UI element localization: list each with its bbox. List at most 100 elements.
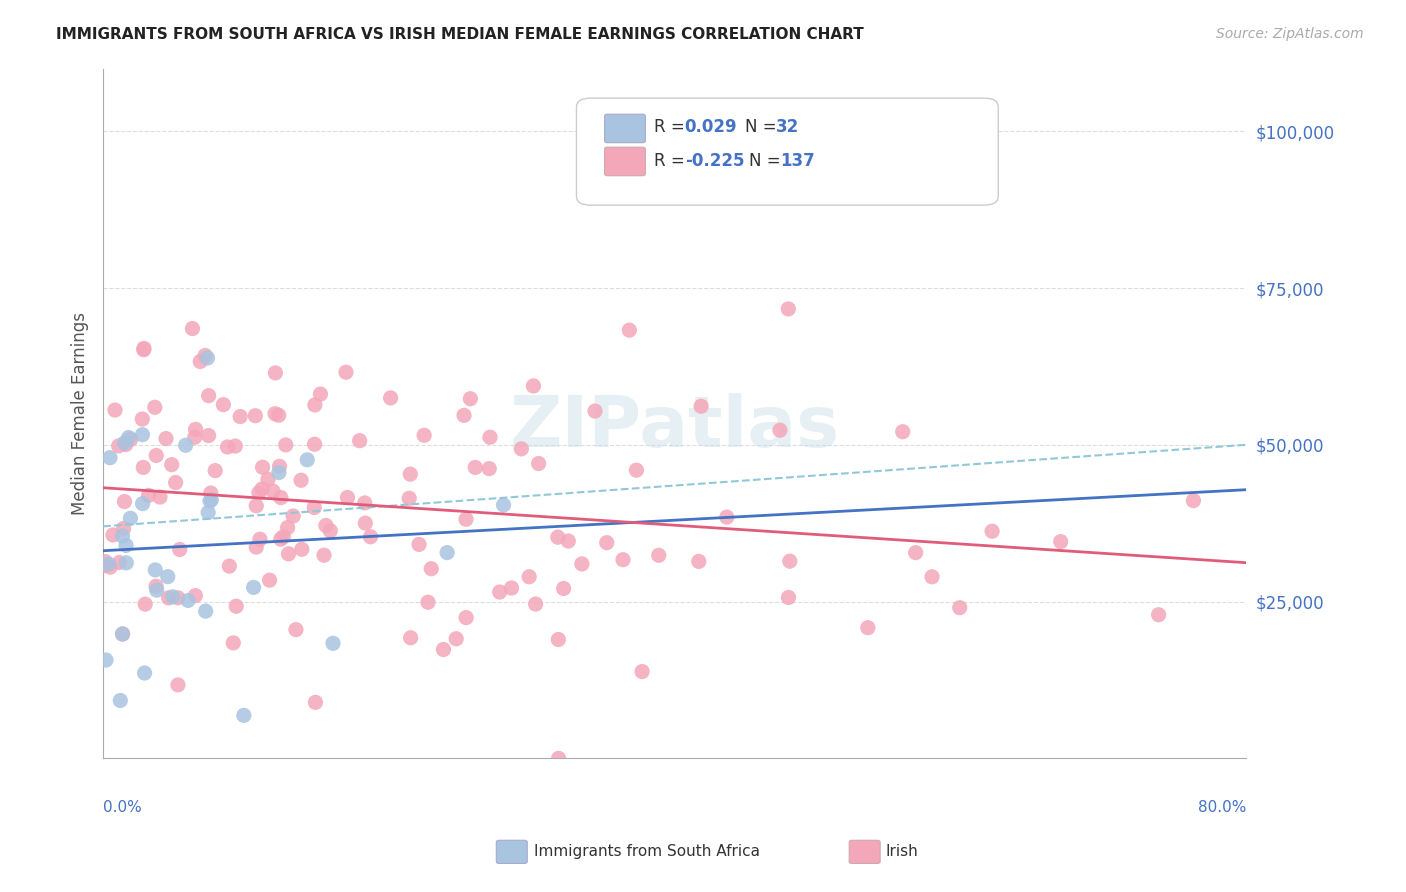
Point [157, 591, 180, 605]
Text: 0.0%: 0.0% [103, 800, 142, 814]
Point [349, 434, 371, 448]
Point [177, 593, 200, 607]
Point [132, 342, 155, 356]
Point [132, 460, 155, 475]
Point [222, 636, 245, 650]
Point [319, 524, 342, 538]
Point [245, 499, 267, 513]
Text: Source: ZipAtlas.com: Source: ZipAtlas.com [1216, 27, 1364, 41]
Point [315, 518, 337, 533]
Point [267, 466, 290, 480]
Point [94, 653, 117, 667]
Point [420, 562, 443, 576]
Point [111, 627, 134, 641]
Point [194, 348, 217, 362]
Point [117, 431, 139, 445]
Point [200, 486, 222, 500]
Text: Immigrants from South Africa: Immigrants from South Africa [534, 845, 761, 859]
Point [432, 642, 454, 657]
Point [181, 321, 204, 335]
Point [309, 387, 332, 401]
Point [160, 458, 183, 472]
Point [183, 430, 205, 444]
Point [204, 464, 226, 478]
Point [165, 475, 187, 490]
Point [270, 532, 292, 546]
Text: R =: R = [654, 118, 690, 136]
Text: ZIPatlas: ZIPatlas [509, 392, 839, 462]
Point [242, 581, 264, 595]
Point [501, 581, 523, 595]
Point [120, 511, 142, 525]
Point [188, 354, 211, 368]
Point [778, 591, 800, 605]
Point [312, 548, 335, 562]
Point [464, 460, 486, 475]
Point [94, 555, 117, 569]
Point [197, 351, 219, 365]
Point [583, 404, 606, 418]
Point [619, 323, 641, 337]
Point [271, 530, 294, 544]
Point [290, 473, 312, 487]
Point [149, 490, 172, 504]
Point [250, 482, 273, 496]
Point [453, 409, 475, 423]
Point [257, 472, 280, 486]
Point [197, 506, 219, 520]
Point [197, 389, 219, 403]
Point [527, 457, 550, 471]
Point [524, 597, 547, 611]
Point [522, 379, 544, 393]
Point [110, 693, 132, 707]
Point [98, 450, 121, 465]
Point [547, 530, 569, 544]
Point [101, 528, 124, 542]
Text: N =: N = [749, 152, 786, 169]
Point [949, 600, 972, 615]
Point [304, 695, 326, 709]
Point [981, 524, 1004, 539]
Text: IMMIGRANTS FROM SOUTH AFRICA VS IRISH MEDIAN FEMALE EARNINGS CORRELATION CHART: IMMIGRANTS FROM SOUTH AFRICA VS IRISH ME… [56, 27, 865, 42]
Point [131, 412, 153, 426]
Point [162, 590, 184, 604]
Point [631, 665, 654, 679]
Point [769, 423, 792, 437]
Point [335, 365, 357, 379]
Point [626, 463, 648, 477]
Point [114, 437, 136, 451]
Point [336, 491, 359, 505]
Point [460, 392, 482, 406]
Point [360, 530, 382, 544]
Point [247, 485, 270, 500]
Point [571, 557, 593, 571]
Point [264, 366, 287, 380]
Point [380, 391, 402, 405]
Point [553, 582, 575, 596]
Point [322, 636, 344, 650]
Point [492, 498, 515, 512]
Point [283, 509, 305, 524]
Point [97, 557, 120, 571]
Point [108, 556, 131, 570]
Point [269, 459, 291, 474]
Point [114, 494, 136, 508]
Point [456, 610, 478, 624]
Point [115, 556, 138, 570]
Point [212, 398, 235, 412]
Point [134, 597, 156, 611]
Point [688, 554, 710, 568]
Point [1049, 534, 1071, 549]
Point [145, 583, 167, 598]
Point [93, 558, 115, 573]
Point [547, 632, 569, 647]
Point [264, 407, 287, 421]
Point [200, 492, 222, 507]
Point [1147, 607, 1170, 622]
Point [478, 461, 501, 475]
Point [488, 585, 510, 599]
Point [904, 546, 927, 560]
Point [436, 546, 458, 560]
Point [169, 542, 191, 557]
Point [115, 538, 138, 552]
